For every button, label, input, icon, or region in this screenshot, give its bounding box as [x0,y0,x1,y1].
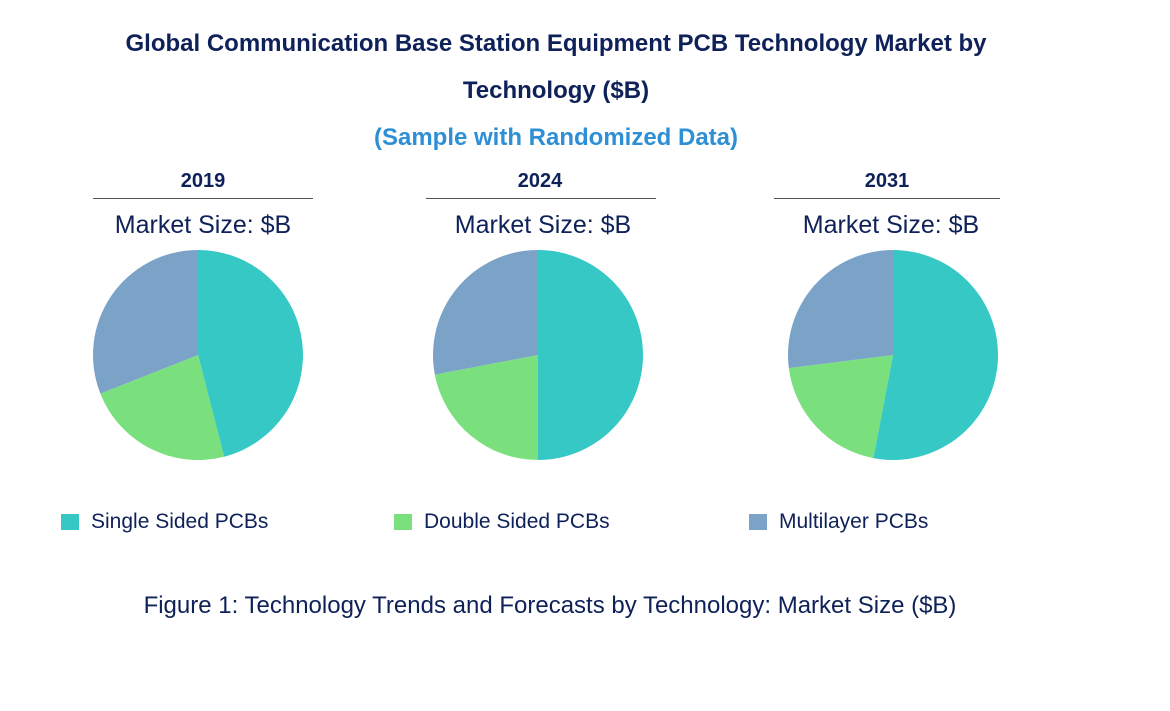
divider [774,198,1000,199]
pie-slice-multilayer-pcbs [92,250,198,394]
market-size-label: Market Size: $B [454,211,632,239]
pie-slice-multilayer-pcbs [433,250,538,375]
chart-subtitle: (Sample with Randomized Data) [373,124,739,151]
legend-label: Multilayer PCBs [779,510,929,533]
legend-item-single-sided: Single Sided PCBs [61,510,268,534]
legend-item-multilayer: Multilayer PCBs [749,510,928,534]
market-size-label: Market Size: $B [802,211,980,239]
pie-slice-single-sided-pcbs [873,250,998,460]
pie-slice-double-sided-pcbs [434,355,538,460]
market-size-label: Market Size: $B [114,211,292,239]
pie-slice-multilayer-pcbs [788,250,893,369]
legend-swatch [749,514,767,530]
figure-caption: Figure 1: Technology Trends and Forecast… [143,592,957,619]
legend-label: Double Sided PCBs [424,510,610,533]
legend-swatch [394,514,412,530]
pie-slice-single-sided-pcbs [198,250,304,457]
legend-swatch [61,514,79,530]
pie-slice-single-sided-pcbs [538,250,643,460]
pie-2031 [788,250,998,460]
pie-2019 [92,250,304,460]
legend-label: Single Sided PCBs [91,510,269,533]
pie-year-2019: 2019 [180,170,226,192]
pie-2024 [433,250,643,460]
chart-title-line2: Technology ($B) [462,77,650,104]
pie-year-2024: 2024 [517,170,563,192]
divider [93,198,313,199]
pie-slice-double-sided-pcbs [100,355,225,460]
chart-title-line1: Global Communication Base Station Equipm… [125,30,987,57]
divider [426,198,656,199]
legend-item-double-sided: Double Sided PCBs [394,510,610,534]
pie-year-2031: 2031 [864,170,910,192]
pie-slice-double-sided-pcbs [788,355,893,459]
